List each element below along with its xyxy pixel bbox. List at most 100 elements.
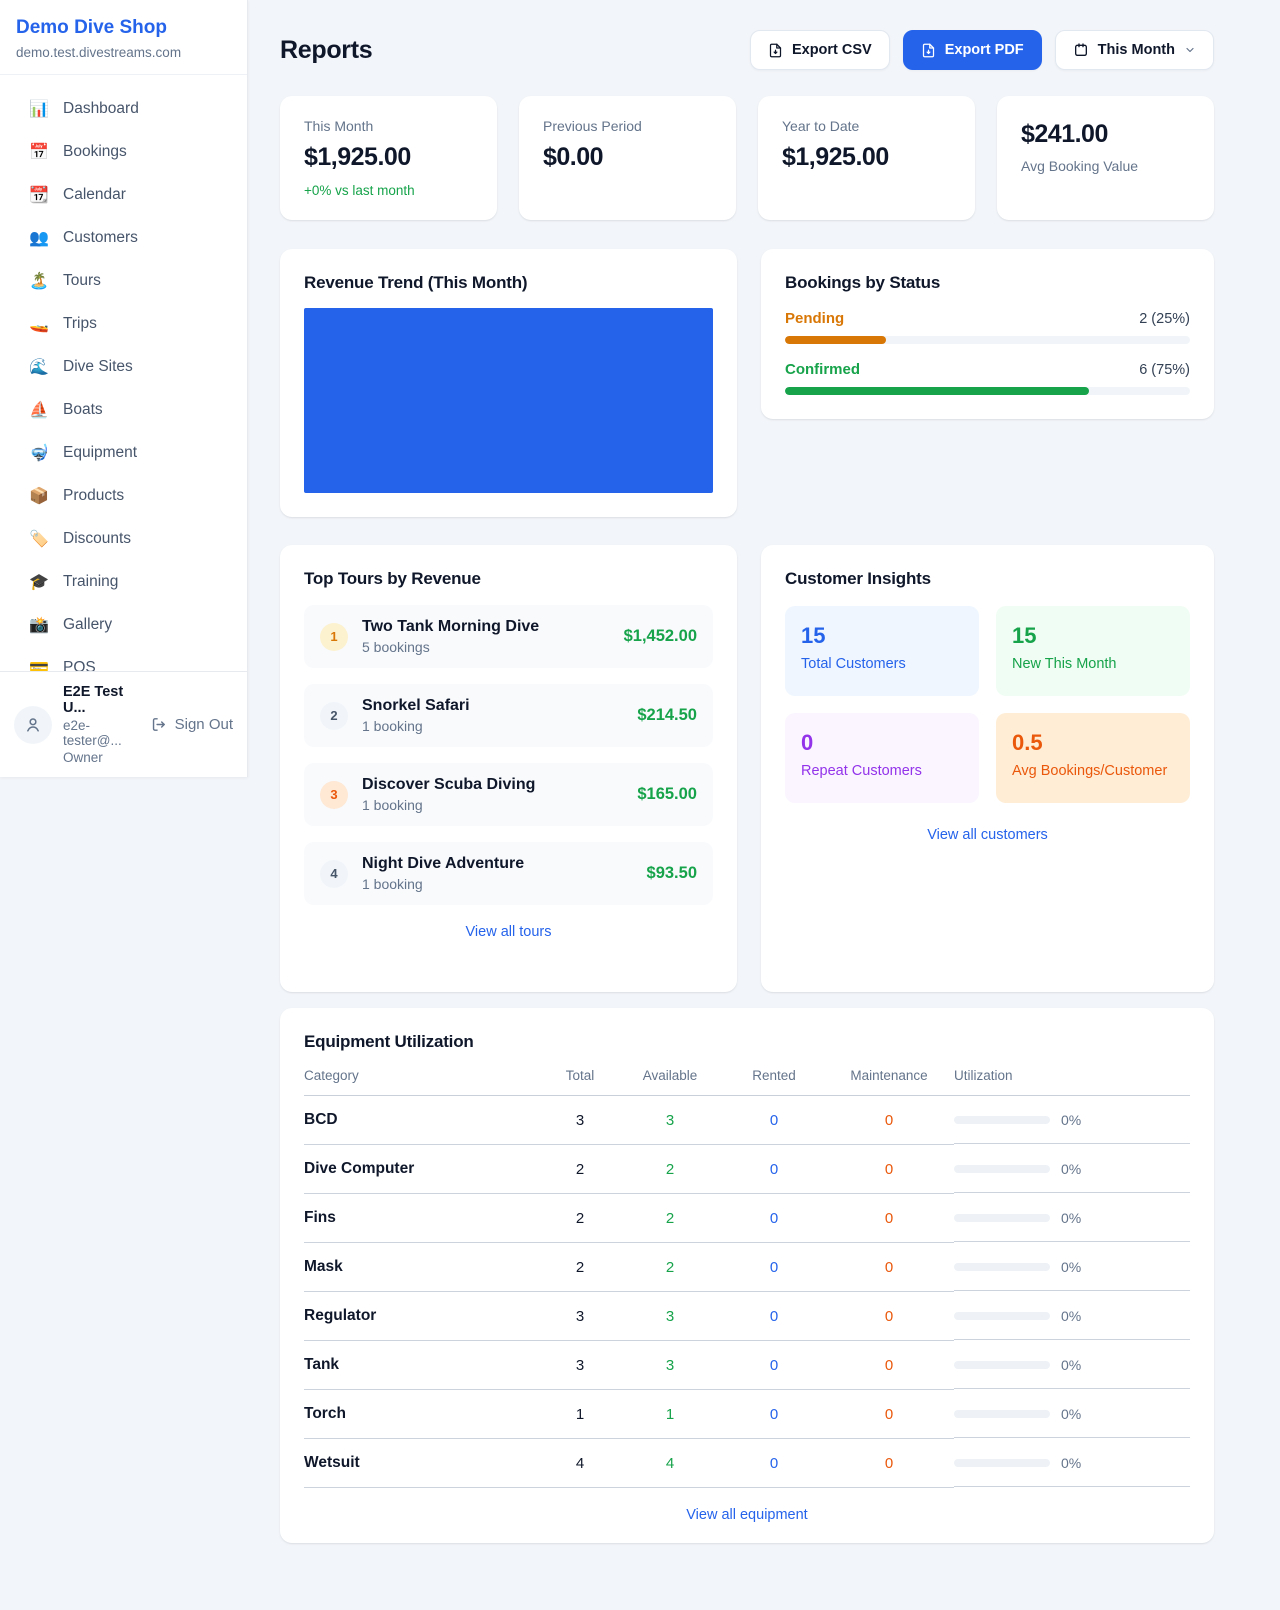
sidebar-item-label: Gallery bbox=[63, 615, 113, 633]
sidebar-item-discounts[interactable]: 🏷️ Discounts bbox=[12, 517, 235, 560]
cell-total: 4 bbox=[544, 1440, 616, 1488]
sidebar-item-label: Bookings bbox=[63, 142, 127, 160]
top-tours-card: Top Tours by Revenue 1 Two Tank Morning … bbox=[280, 545, 737, 992]
utilization-bar bbox=[954, 1312, 1050, 1320]
status-row-confirmed: Confirmed 6 (75%) bbox=[785, 361, 1190, 395]
tour-row: 1 Two Tank Morning Dive 5 bookings $1,45… bbox=[304, 605, 713, 668]
sidebar-item-bookings[interactable]: 📅 Bookings bbox=[12, 130, 235, 173]
stat-cards: This Month $1,925.00 +0% vs last month P… bbox=[280, 96, 1214, 220]
cell-rented: 0 bbox=[724, 1146, 824, 1194]
cell-available: 3 bbox=[616, 1293, 724, 1341]
tour-revenue: $165.00 bbox=[637, 785, 697, 803]
equipment-utilization-title: Equipment Utilization bbox=[304, 1032, 474, 1051]
tour-revenue: $1,452.00 bbox=[623, 627, 697, 645]
utilization-bar bbox=[954, 1459, 1050, 1467]
tour-bookings: 1 booking bbox=[362, 876, 423, 892]
sidebar-item-products[interactable]: 📦 Products bbox=[12, 474, 235, 517]
package-icon: 📦 bbox=[29, 487, 49, 505]
sidebar-item-tours[interactable]: 🏝️ Tours bbox=[12, 259, 235, 302]
sidebar-header: Demo Dive Shop demo.test.divestreams.com bbox=[0, 0, 247, 75]
tile-label: Repeat Customers bbox=[801, 763, 922, 779]
equipment-utilization-card: Equipment Utilization Category Total Ava… bbox=[280, 1008, 1214, 1543]
tour-name: Snorkel Safari bbox=[362, 697, 470, 714]
bookings-by-status-card: Bookings by Status Pending 2 (25%) Confi… bbox=[761, 249, 1214, 419]
sidebar-item-label: Customers bbox=[63, 228, 138, 246]
sidebar-item-dashboard[interactable]: 📊 Dashboard bbox=[12, 87, 235, 130]
revenue-trend-title: Revenue Trend (This Month) bbox=[304, 273, 528, 292]
sidebar-item-training[interactable]: 🎓 Training bbox=[12, 560, 235, 603]
user-info: E2E Test U... e2e-tester@... Owner bbox=[63, 684, 139, 765]
avatar bbox=[14, 705, 52, 744]
cell-maintenance: 0 bbox=[824, 1097, 954, 1145]
dashboard-icon: 📊 bbox=[29, 100, 49, 118]
utilization-pct: 0% bbox=[1061, 1210, 1082, 1226]
sidebar-item-boats[interactable]: ⛵ Boats bbox=[12, 388, 235, 431]
view-all-tours-link[interactable]: View all tours bbox=[465, 924, 552, 940]
export-csv-label: Export CSV bbox=[791, 42, 872, 58]
cell-total: 3 bbox=[544, 1342, 616, 1390]
dive-mask-icon: 🤿 bbox=[29, 444, 49, 462]
user-role: Owner bbox=[63, 750, 103, 765]
cell-utilization: 0% bbox=[954, 1391, 1190, 1438]
export-pdf-button[interactable]: Export PDF bbox=[902, 30, 1042, 70]
tour-row: 3 Discover Scuba Diving 1 booking $165.0… bbox=[304, 763, 713, 826]
stat-label: Previous Period bbox=[543, 118, 642, 134]
utilization-pct: 0% bbox=[1061, 1406, 1082, 1422]
sidebar-item-gallery[interactable]: 📸 Gallery bbox=[12, 603, 235, 646]
column-header: Rented bbox=[724, 1052, 824, 1096]
stat-value: $1,925.00 bbox=[304, 143, 411, 171]
customers-icon: 👥 bbox=[29, 229, 49, 247]
cell-category: Fins bbox=[304, 1194, 544, 1243]
sidebar-item-equipment[interactable]: 🤿 Equipment bbox=[12, 431, 235, 474]
bookings-by-status-title: Bookings by Status bbox=[785, 273, 941, 292]
cell-available: 1 bbox=[616, 1391, 724, 1439]
cell-rented: 0 bbox=[724, 1097, 824, 1145]
tile-label: New This Month bbox=[1012, 656, 1117, 672]
sidebar-item-trips[interactable]: 🚤 Trips bbox=[12, 302, 235, 345]
equipment-table: Category Total Available Rented Maintena… bbox=[304, 1052, 1190, 1488]
cell-available: 2 bbox=[616, 1244, 724, 1292]
progress-track bbox=[785, 387, 1190, 395]
period-dropdown[interactable]: This Month bbox=[1054, 30, 1214, 70]
tile-total-customers: 15 Total Customers bbox=[785, 606, 979, 696]
cell-category: Mask bbox=[304, 1243, 544, 1292]
sign-out-button[interactable]: Sign Out bbox=[150, 716, 233, 733]
sidebar-item-dive-sites[interactable]: 🌊 Dive Sites bbox=[12, 345, 235, 388]
tour-revenue: $93.50 bbox=[646, 864, 697, 882]
island-icon: 🏝️ bbox=[29, 272, 49, 290]
tour-revenue: $214.50 bbox=[637, 706, 697, 724]
rank-badge: 3 bbox=[320, 780, 348, 809]
sidebar-item-label: Products bbox=[63, 486, 125, 504]
sidebar-item-calendar[interactable]: 📆 Calendar bbox=[12, 173, 235, 216]
view-all-customers-link[interactable]: View all customers bbox=[927, 827, 1048, 843]
cell-category: Torch bbox=[304, 1390, 544, 1439]
tile-value: 15 bbox=[1012, 623, 1037, 648]
cell-maintenance: 0 bbox=[824, 1391, 954, 1439]
cell-category: BCD bbox=[304, 1096, 544, 1145]
view-all-equipment-link[interactable]: View all equipment bbox=[686, 1507, 808, 1523]
utilization-pct: 0% bbox=[1061, 1259, 1082, 1275]
wave-icon: 🌊 bbox=[29, 358, 49, 376]
calendar-icon: 📆 bbox=[29, 186, 49, 204]
sidebar-item-customers[interactable]: 👥 Customers bbox=[12, 216, 235, 259]
tour-name: Discover Scuba Diving bbox=[362, 776, 536, 793]
stat-card-previous-period: Previous Period $0.00 bbox=[519, 96, 736, 220]
file-export-icon bbox=[922, 43, 934, 57]
utilization-bar bbox=[954, 1165, 1050, 1173]
cell-total: 3 bbox=[544, 1293, 616, 1341]
shop-subdomain: demo.test.divestreams.com bbox=[16, 45, 182, 60]
sidebar-item-label: Trips bbox=[63, 314, 97, 332]
status-label: Confirmed bbox=[785, 361, 860, 378]
calendar-outline-icon bbox=[1074, 43, 1087, 56]
cell-available: 3 bbox=[616, 1097, 724, 1145]
tour-row: 4 Night Dive Adventure 1 booking $93.50 bbox=[304, 842, 713, 905]
utilization-bar bbox=[954, 1263, 1050, 1271]
sidebar-item-label: Discounts bbox=[63, 529, 132, 547]
tile-value: 0.5 bbox=[1012, 730, 1043, 755]
cell-maintenance: 0 bbox=[824, 1244, 954, 1292]
export-csv-button[interactable]: Export CSV bbox=[749, 30, 890, 70]
cell-available: 4 bbox=[616, 1440, 724, 1488]
progress-fill bbox=[785, 387, 1089, 395]
cell-rented: 0 bbox=[724, 1293, 824, 1341]
status-value: 6 (75%) bbox=[1139, 362, 1190, 378]
